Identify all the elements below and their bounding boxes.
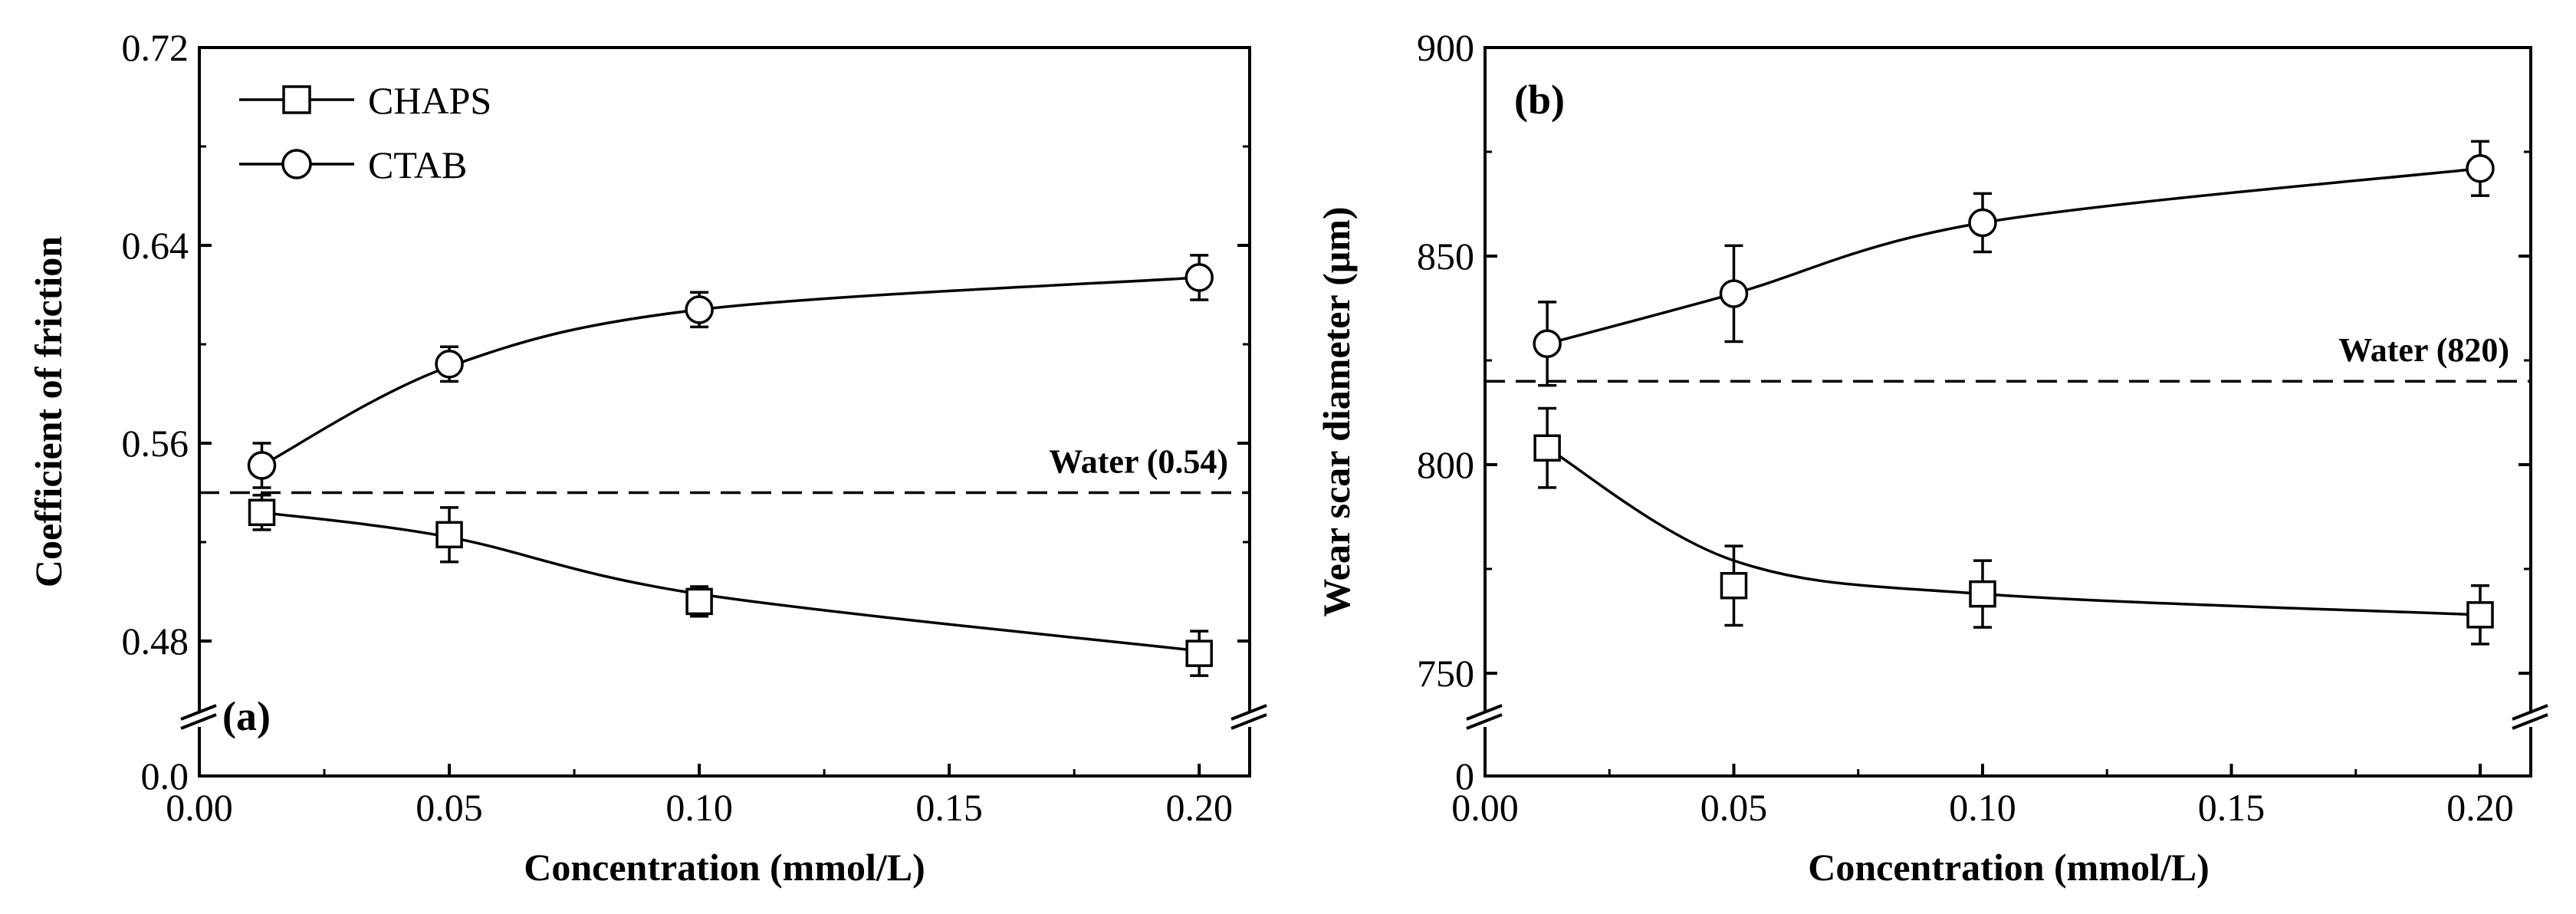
chaps-data-point bbox=[2466, 601, 2494, 629]
y-tick-label: 0.48 bbox=[122, 620, 189, 662]
chaps-points-b bbox=[1533, 406, 2494, 646]
ctab-points-b bbox=[1533, 140, 2495, 387]
x-tick-label: 0.05 bbox=[1700, 786, 1768, 829]
chaps-data-point bbox=[1533, 434, 1561, 462]
y-tick-label: 850 bbox=[1417, 235, 1474, 278]
y-zero-label: 0 bbox=[1455, 755, 1474, 797]
x-tick-label: 0.15 bbox=[915, 786, 983, 829]
x-ticks-a: 0.00 0.05 0.10 0.15 0.20 bbox=[166, 764, 1233, 829]
ctab-fit-curve-b bbox=[1546, 167, 2481, 345]
y-tick-label: 0.64 bbox=[122, 224, 189, 267]
legend-label-chaps: CHAPS bbox=[368, 79, 491, 122]
y-axis-break-b bbox=[1466, 704, 2548, 730]
x-tick-label: 0.10 bbox=[1949, 786, 2016, 829]
x-tick-label: 0.10 bbox=[665, 786, 733, 829]
water-reference-label-b: Water (820) bbox=[2338, 331, 2509, 369]
ctab-data-point bbox=[1719, 279, 1749, 308]
ctab-points-a bbox=[247, 254, 1214, 489]
legend-label-ctab: CTAB bbox=[368, 143, 467, 186]
chaps-data-point bbox=[435, 521, 463, 549]
chaps-data-point bbox=[1720, 572, 1748, 600]
chaps-data-point bbox=[1185, 639, 1213, 667]
panel-b: Wear scar diameter (μm) Concentration (m… bbox=[1315, 26, 2548, 889]
x-tick-label: 0.05 bbox=[416, 786, 483, 829]
y-tick-label: 750 bbox=[1417, 652, 1474, 695]
chaps-fit-curve-b bbox=[1546, 446, 2481, 616]
chaps-fit-curve-a bbox=[261, 511, 1200, 653]
y-axis-break-a bbox=[180, 704, 1267, 730]
x-ticks-b: 0.00 0.05 0.10 0.15 0.20 bbox=[1451, 764, 2514, 829]
y-tick-label: 900 bbox=[1417, 26, 1474, 69]
y-tick-label: 0.72 bbox=[122, 26, 189, 69]
panel-a: Coefficient of friction Concentration (m… bbox=[27, 26, 1267, 889]
ctab-data-point bbox=[685, 295, 714, 324]
y-tick-label: 800 bbox=[1417, 443, 1474, 486]
y-ticks-a: 0.48 0.56 0.64 0.72 0.0 bbox=[122, 26, 1250, 797]
x-tick-label: 0.00 bbox=[1451, 786, 1519, 829]
ctab-data-point bbox=[1968, 208, 1997, 238]
y-axis-title-b: Wear scar diameter (μm) bbox=[1315, 206, 1358, 616]
chaps-data-point bbox=[1969, 580, 1996, 608]
y-ticks-b: 750 800 850 900 0 bbox=[1417, 26, 2531, 797]
chaps-data-point bbox=[248, 498, 276, 527]
chaps-points-a bbox=[248, 493, 1213, 677]
legend-circle-marker bbox=[281, 149, 312, 179]
ctab-data-point bbox=[1184, 263, 1214, 292]
ctab-data-point bbox=[1533, 329, 1562, 358]
y-zero-label: 0.0 bbox=[141, 755, 189, 797]
panel-label-a: (a) bbox=[222, 693, 271, 739]
legend: CHAPS CTAB bbox=[239, 79, 491, 186]
x-tick-label: 0.00 bbox=[166, 786, 233, 829]
x-axis-title-b: Concentration (mmol/L) bbox=[1808, 846, 2210, 889]
plot-frame-b bbox=[1484, 46, 2532, 778]
y-tick-label: 0.56 bbox=[122, 422, 189, 465]
plot-frame-a bbox=[198, 46, 1251, 778]
chaps-data-point bbox=[685, 587, 713, 616]
water-reference-label-a: Water (0.54) bbox=[1049, 443, 1228, 481]
legend-item-ctab: CTAB bbox=[239, 143, 467, 186]
ctab-data-point bbox=[2466, 154, 2495, 183]
legend-item-chaps: CHAPS bbox=[239, 79, 491, 122]
ctab-data-point bbox=[247, 451, 277, 480]
panel-label-b: (b) bbox=[1514, 77, 1565, 123]
ctab-data-point bbox=[435, 350, 464, 379]
y-axis-title-a: Coefficient of friction bbox=[27, 236, 70, 587]
x-tick-label: 0.20 bbox=[1165, 786, 1233, 829]
ctab-fit-curve-a bbox=[261, 276, 1200, 467]
x-tick-label: 0.15 bbox=[2198, 786, 2266, 829]
x-tick-label: 0.20 bbox=[2446, 786, 2514, 829]
legend-square-marker bbox=[282, 85, 311, 114]
x-axis-title-a: Concentration (mmol/L) bbox=[524, 846, 925, 889]
